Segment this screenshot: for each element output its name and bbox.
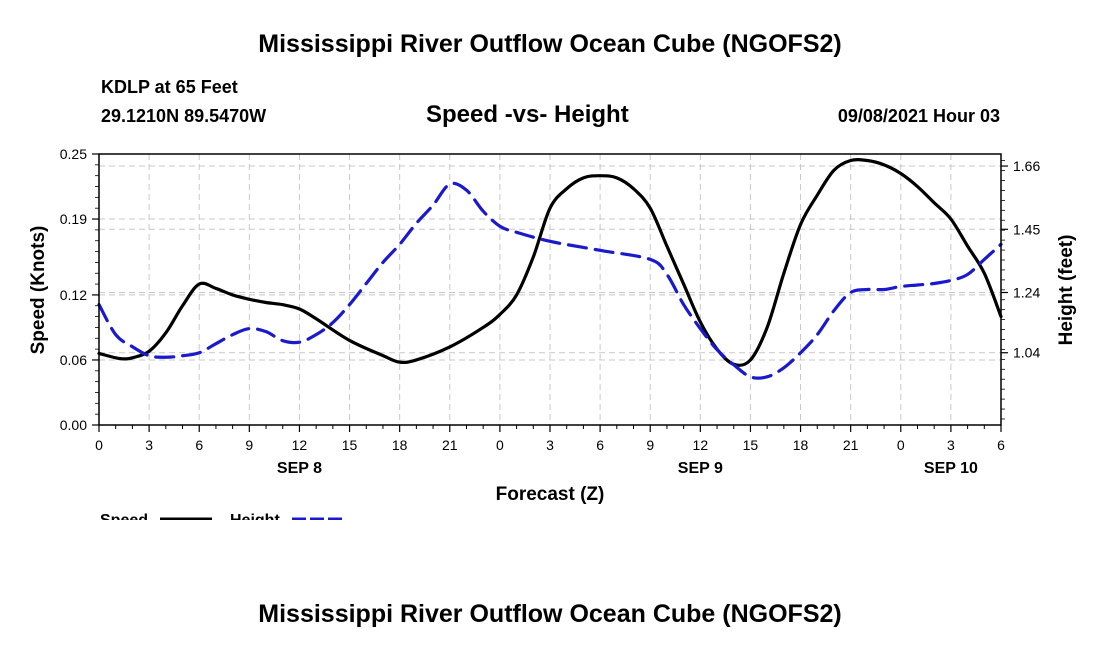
x-tick-label: 3 bbox=[947, 437, 955, 453]
legend: Speed Height bbox=[100, 512, 343, 520]
series-line-height bbox=[97, 181, 1003, 380]
y-left-tick-label: 0.19 bbox=[60, 211, 87, 227]
x-tick-label: 6 bbox=[596, 437, 604, 453]
y-axis-left-title: Speed (Knots) bbox=[28, 226, 49, 355]
chart-title-bottom: Mississippi River Outflow Ocean Cube (NG… bbox=[258, 600, 842, 628]
y-left-tick-label: 0.12 bbox=[60, 287, 87, 303]
station-label: KDLP at 65 Feet bbox=[101, 77, 238, 97]
x-tick-label: 18 bbox=[793, 437, 809, 453]
x-tick-label: 18 bbox=[392, 437, 408, 453]
x-day-label: SEP 8 bbox=[277, 460, 322, 477]
x-tick-label: 12 bbox=[693, 437, 709, 453]
x-tick-label: 12 bbox=[292, 437, 308, 453]
x-tick-label: 15 bbox=[743, 437, 759, 453]
series-layer bbox=[97, 157, 1003, 380]
speed-height-chart: 0 3 6 9 12 15 18 21 0 3 6 9 12 15 18 21 0 3 6 SEP 8 SEP 9 SEP… bbox=[28, 146, 1077, 520]
x-tick-label: 9 bbox=[245, 437, 253, 453]
x-tick-label: 6 bbox=[195, 437, 203, 453]
x-tick-label: 6 bbox=[997, 437, 1005, 453]
coordinates-label: 29.1210N 89.5470W bbox=[101, 106, 267, 126]
y-left-tick-label: 0.25 bbox=[60, 146, 87, 162]
chart-title-top: Mississippi River Outflow Ocean Cube (NG… bbox=[258, 30, 842, 58]
series-line-speed bbox=[97, 157, 1003, 367]
chart-subtitle: Speed -vs- Height bbox=[426, 101, 629, 128]
x-day-label: SEP 9 bbox=[678, 460, 723, 477]
y-right-tick-label: 1.45 bbox=[1013, 221, 1040, 237]
label-layer: 0 3 6 9 12 15 18 21 0 3 6 9 12 15 18 21 0 3 6 SEP 8 SEP 9 SEP… bbox=[60, 146, 1041, 477]
x-day-label: SEP 10 bbox=[924, 460, 978, 477]
x-tick-label: 0 bbox=[496, 437, 504, 453]
x-tick-label: 15 bbox=[342, 437, 358, 453]
x-tick-label: 21 bbox=[442, 437, 458, 453]
legend-speed-label: Speed bbox=[100, 512, 148, 520]
x-tick-label: 0 bbox=[897, 437, 905, 453]
y-left-tick-label: 0.06 bbox=[60, 352, 87, 368]
x-tick-label: 3 bbox=[145, 437, 153, 453]
x-tick-label: 0 bbox=[95, 437, 103, 453]
grid-layer bbox=[99, 154, 1001, 425]
x-tick-label: 9 bbox=[646, 437, 654, 453]
tick-layer bbox=[92, 153, 1008, 432]
y-left-tick-label: 0.00 bbox=[60, 417, 87, 433]
datetime-label: 09/08/2021 Hour 03 bbox=[837, 106, 1000, 126]
y-right-tick-label: 1.24 bbox=[1013, 285, 1040, 301]
y-right-tick-label: 1.04 bbox=[1013, 345, 1040, 361]
y-right-tick-label: 1.66 bbox=[1013, 158, 1040, 174]
x-tick-label: 3 bbox=[546, 437, 554, 453]
plot-frame bbox=[98, 153, 1002, 426]
x-tick-label: 21 bbox=[843, 437, 859, 453]
legend-height-label: Height bbox=[230, 512, 280, 520]
x-axis-title: Forecast (Z) bbox=[496, 484, 605, 505]
y-axis-right-title: Height (feet) bbox=[1056, 235, 1077, 346]
